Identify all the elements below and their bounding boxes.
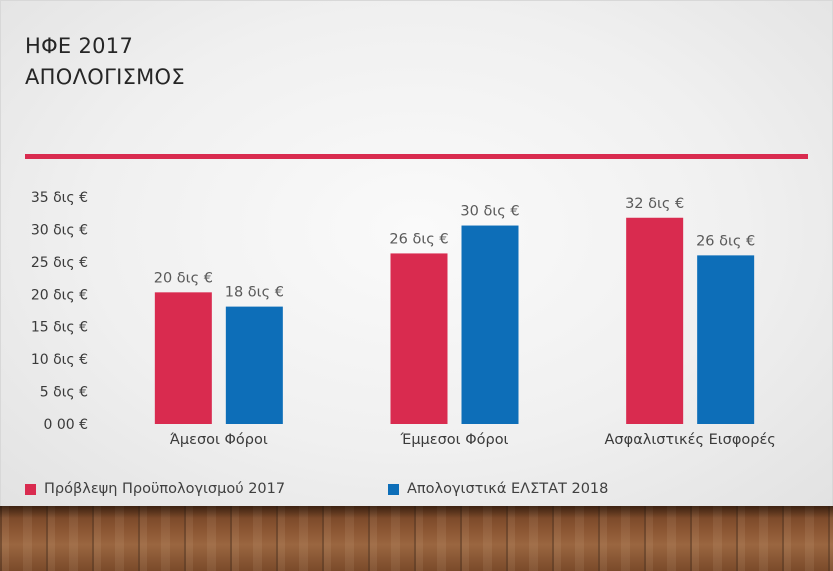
legend-label-budget: Πρόβλεψη Προϋπολογισμού 2017: [44, 481, 286, 497]
y-tick-label: 35 δις €: [31, 190, 88, 206]
bar-chart: 0 00 € 5 δις € 10 δις € 15 δις € 20 δις € 25 …: [31, 190, 776, 448]
bar-elstat: [225, 306, 283, 424]
legend-label-elstat: Απολογιστικά ΕΛΣΤΑΤ 2018: [407, 481, 609, 497]
accent-divider: [25, 154, 808, 159]
data-label: 30 δις €: [460, 204, 519, 220]
y-tick-label: 20 δις €: [31, 287, 88, 303]
x-category-label: Έμμεσοι Φόροι: [400, 432, 509, 448]
bar-elstat: [461, 225, 519, 424]
y-tick-label: 15 δις €: [31, 320, 88, 336]
data-label: 20 δις €: [154, 270, 213, 286]
y-tick-label: 5 δις €: [40, 385, 88, 401]
chart-legend: Πρόβλεψη Προϋπολογισμού 2017 Απολογιστικ…: [25, 481, 785, 503]
bar-budget: [390, 253, 448, 424]
y-tick-label: 25 δις €: [31, 255, 88, 271]
bar-elstat: [697, 255, 755, 424]
y-tick-label: 0 00 €: [43, 417, 88, 433]
x-category-label: Ασφαλιστικές Εισφορές: [605, 432, 776, 448]
legend-item-budget: Πρόβλεψη Προϋπολογισμού 2017: [25, 481, 285, 497]
data-label: 26 δις €: [696, 233, 755, 249]
x-category-label: Άμεσοι Φόροι: [170, 432, 268, 448]
y-tick-label: 30 δις €: [31, 222, 88, 238]
legend-item-elstat: Απολογιστικά ΕΛΣΤΑΤ 2018: [388, 481, 608, 497]
wooden-floor-decoration: [0, 506, 833, 571]
title-line-2: ΑΠΟΛΟΓΙΣΜΟΣ: [25, 65, 185, 89]
bar-budget: [626, 217, 684, 424]
title-line-1: ΗΦΕ 2017: [25, 34, 134, 58]
legend-swatch-budget: [25, 483, 36, 495]
data-label: 18 δις €: [225, 285, 284, 301]
y-tick-label: 10 δις €: [31, 352, 88, 368]
bar-budget: [154, 292, 212, 424]
data-label: 26 δις €: [389, 231, 448, 247]
slide-title: ΗΦΕ 2017 ΑΠΟΛΟΓΙΣΜΟΣ: [25, 31, 185, 93]
slide-background: ΗΦΕ 2017 ΑΠΟΛΟΓΙΣΜΟΣ 0 00 € 5 δις € 10 δις…: [0, 0, 833, 510]
data-label: 32 δις €: [625, 196, 684, 212]
legend-swatch-elstat: [388, 483, 399, 495]
